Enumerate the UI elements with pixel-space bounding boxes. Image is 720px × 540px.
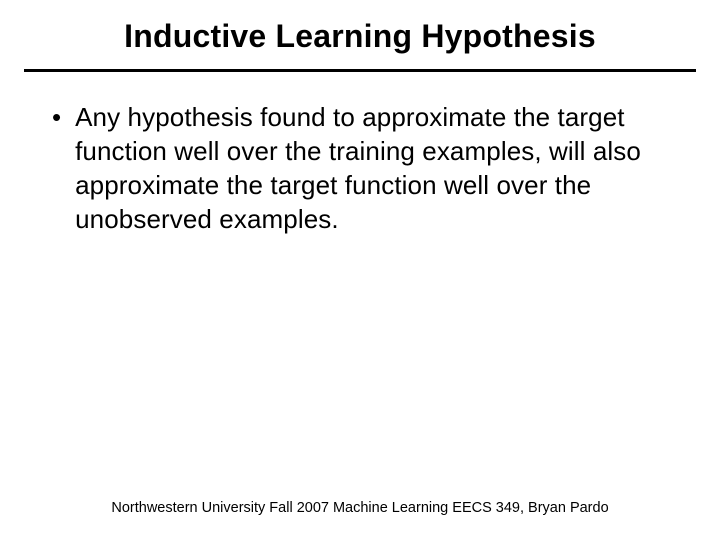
slide-footer: Northwestern University Fall 2007 Machin… bbox=[0, 500, 720, 516]
slide-title: Inductive Learning Hypothesis bbox=[0, 18, 720, 69]
slide-container: Inductive Learning Hypothesis • Any hypo… bbox=[0, 0, 720, 540]
slide-content: • Any hypothesis found to approximate th… bbox=[0, 72, 720, 236]
bullet-marker-icon: • bbox=[52, 100, 61, 134]
bullet-text: Any hypothesis found to approximate the … bbox=[75, 100, 668, 236]
bullet-item: • Any hypothesis found to approximate th… bbox=[52, 100, 668, 236]
